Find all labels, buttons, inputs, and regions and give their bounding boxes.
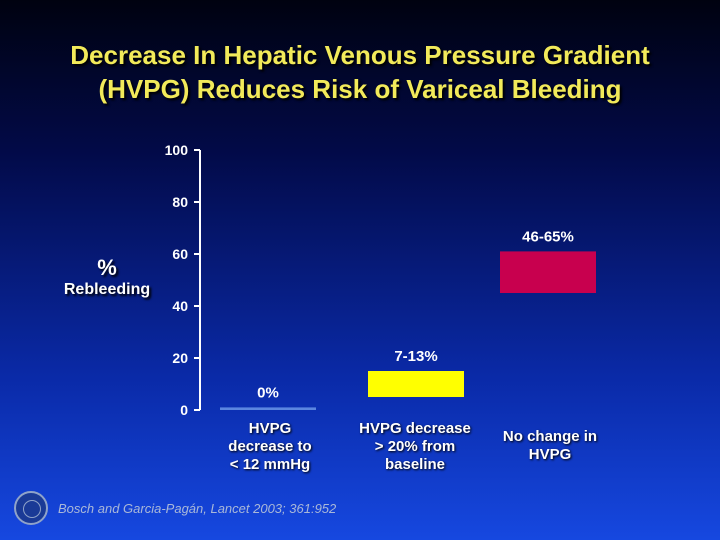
footer: Bosch and Garcia-Pagán, Lancet 2003; 361… [14,490,336,526]
slide-title: Decrease In Hepatic Venous Pressure Grad… [0,38,720,106]
y-axis-label: % Rebleeding [52,256,162,300]
y-tick-label-5: 100 [165,142,189,158]
category-label-1: HVPG decrease to < 12 mmHg [200,420,340,474]
category-2-line-3: baseline [384,456,446,473]
category-2-line-2: > 20% from [374,438,456,455]
category-3-line-1: No change in [502,428,598,445]
y-tick-label-3: 60 [172,246,188,262]
category-1-line-3: < 12 mmHg [229,456,311,473]
category-3-line-2: HVPG [528,446,572,463]
citation: Bosch and Garcia-Pagán, Lancet 2003; 361… [58,500,337,516]
range-bar-1 [220,407,316,410]
category-label-2: HVPG decrease > 20% from baseline [345,420,485,474]
y-tick-label-4: 80 [172,194,188,210]
category-2-line-1: HVPG decrease [359,420,471,437]
category-1-line-2: decrease to [228,438,312,455]
y-tick-label-0: 0 [180,402,188,418]
y-tick-label-1: 20 [172,350,188,366]
data-label-3: 46-65% [522,228,574,245]
data-label-1: 0% [257,384,279,401]
range-bar-2 [368,371,464,397]
title-line-1: Decrease In Hepatic Venous Pressure Grad… [70,40,650,70]
society-seal-icon [14,491,48,525]
y-tick-label-2: 40 [172,298,188,314]
category-1-line-1: HVPG [248,420,292,437]
title-line-2: (HVPG) Reduces Risk of Variceal Bleeding [98,74,622,104]
data-label-2: 7-13% [394,348,437,365]
y-axis-label-symbol: % [97,255,117,280]
y-axis-label-text: Rebleeding [63,281,151,298]
category-label-3: No change in HVPG [480,428,620,464]
range-bar-3 [500,251,596,293]
